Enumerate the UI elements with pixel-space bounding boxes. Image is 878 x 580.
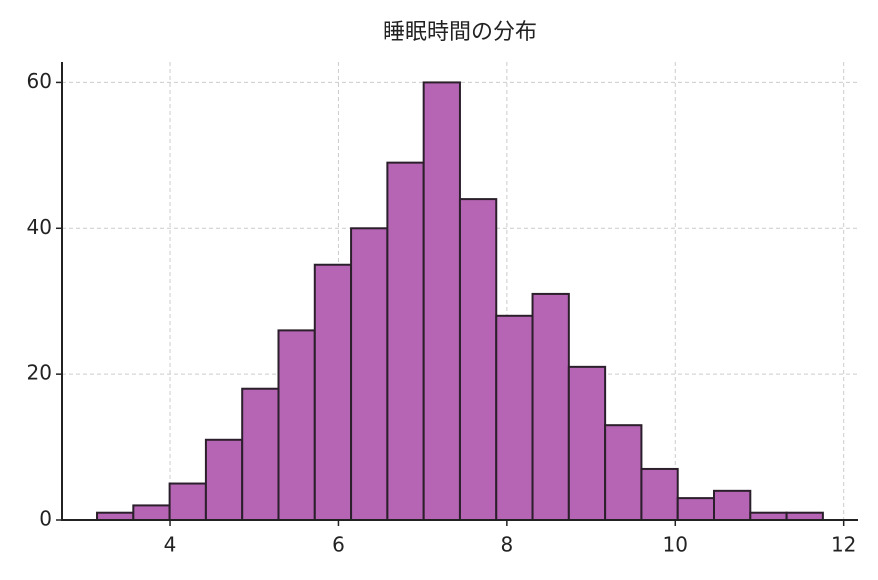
y-tick-label: 0 [39, 507, 52, 531]
bar [204, 438, 244, 521]
y-tick-label: 20 [27, 361, 52, 385]
x-tick-label: 4 [164, 533, 177, 557]
bar [531, 292, 570, 522]
bar [350, 227, 389, 522]
chart-title: 睡眠時間の分布 [383, 20, 537, 45]
bar [96, 511, 135, 522]
bar [422, 81, 461, 521]
bar [313, 263, 353, 521]
bar [132, 504, 171, 521]
x-tick-label: 10 [663, 533, 688, 557]
bar [785, 511, 824, 522]
x-tick-label: 8 [500, 533, 513, 557]
x-tick-label: 12 [831, 533, 856, 557]
bar [640, 467, 679, 521]
bar [386, 161, 425, 521]
bar [567, 365, 607, 521]
bar [168, 482, 207, 522]
x-tick-label: 6 [332, 533, 345, 557]
y-tick-label: 40 [27, 215, 52, 239]
bar [604, 424, 643, 521]
bar [713, 489, 752, 522]
y-tick-label: 60 [27, 69, 52, 93]
bar [458, 198, 498, 521]
bar [277, 329, 316, 521]
bar [749, 511, 788, 522]
bar [495, 314, 534, 521]
bar [676, 497, 716, 522]
bar [241, 387, 280, 521]
